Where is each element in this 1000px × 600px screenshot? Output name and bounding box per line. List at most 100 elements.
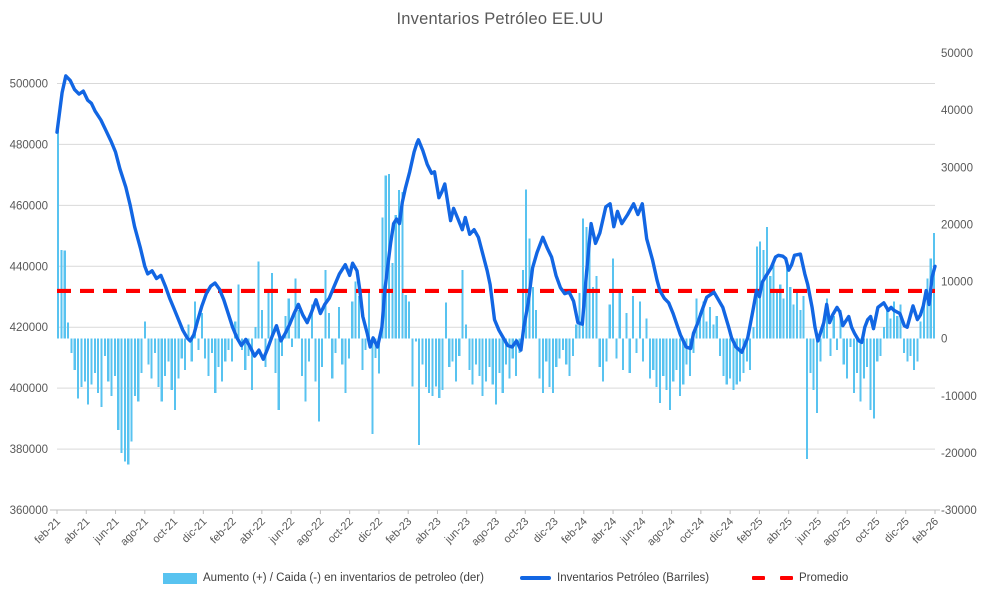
bar (304, 338, 307, 402)
x-axis-label: abr-25 (764, 516, 795, 547)
bar (274, 338, 277, 373)
x-axis-label: jun-23 (442, 516, 473, 547)
bar (444, 302, 447, 339)
bar (377, 338, 381, 374)
bar (805, 338, 809, 460)
bar (531, 287, 534, 339)
x-axis-label: ago-23 (469, 516, 502, 549)
bar (862, 338, 865, 379)
bar (357, 295, 361, 339)
bar (581, 218, 585, 339)
bar (876, 338, 879, 362)
bar (478, 338, 481, 376)
bar-series (57, 122, 936, 465)
x-axis-label: jun-25 (793, 516, 824, 547)
x-axis-label: dic-25 (882, 516, 912, 546)
bar (745, 338, 748, 362)
bar (127, 338, 130, 465)
bar (712, 324, 715, 339)
bar (471, 338, 474, 385)
left-axis-tick-label: 480000 (10, 139, 48, 151)
bar (919, 321, 922, 339)
bar (792, 304, 795, 339)
bar (922, 301, 926, 339)
bar (130, 338, 133, 442)
bar (815, 338, 819, 413)
bar (197, 338, 200, 351)
x-axis-label: dic-22 (355, 516, 385, 546)
bar (785, 264, 788, 339)
bar (87, 338, 90, 405)
bar (521, 270, 524, 339)
bar (461, 270, 464, 339)
bar (715, 315, 718, 339)
bar (799, 310, 802, 339)
bar (515, 338, 518, 376)
bar (866, 338, 869, 368)
bar (732, 338, 735, 391)
right-axis-tick-label: -30000 (941, 505, 977, 517)
bar (912, 338, 916, 371)
bar (284, 315, 287, 339)
dash-swatch-icon (780, 575, 793, 581)
bar (391, 263, 394, 339)
x-axis-label: feb-24 (559, 516, 590, 547)
bar (347, 338, 350, 359)
bar (668, 338, 671, 411)
bar (735, 338, 738, 385)
bar (113, 338, 116, 376)
bar (224, 338, 227, 362)
bar (601, 338, 605, 382)
bar (418, 338, 421, 445)
bar (662, 338, 665, 376)
bar (789, 287, 792, 339)
bar (177, 338, 180, 379)
bar (291, 338, 294, 348)
bar (826, 298, 829, 339)
bar (882, 327, 885, 339)
bar (846, 338, 849, 379)
left-axis-tick-label: 360000 (10, 505, 48, 517)
bar (775, 292, 778, 339)
legend: Aumento (+) / Caida (-) en inventarios d… (0, 568, 1000, 592)
bar (688, 338, 692, 376)
x-axis-label: ago-24 (645, 516, 678, 549)
bar (648, 338, 651, 379)
bar (250, 338, 254, 391)
bar (772, 261, 775, 339)
x-axis-label: dic-21 (180, 516, 210, 546)
bar (60, 250, 63, 339)
bar (207, 338, 210, 376)
legend-item-promedio: Promedio (752, 568, 848, 588)
bar (411, 338, 414, 387)
bar (505, 338, 508, 365)
x-axis-label: oct-25 (852, 516, 882, 546)
bar (341, 338, 344, 365)
bar (421, 338, 424, 365)
bar (254, 327, 257, 339)
bar (571, 338, 574, 356)
bar (351, 301, 354, 339)
x-axis-label: abr-24 (588, 516, 619, 547)
bar (70, 338, 73, 353)
bar (859, 338, 862, 402)
right-axis-tick-label: 50000 (941, 48, 973, 60)
x-axis-label: ago-25 (821, 516, 854, 549)
bar (842, 338, 845, 365)
bar (719, 338, 722, 356)
bar (752, 327, 755, 339)
bar (327, 312, 330, 339)
x-axis-label: oct-24 (677, 516, 707, 546)
bar (665, 338, 668, 391)
bar (588, 235, 591, 339)
bar (615, 338, 618, 359)
bar (227, 338, 230, 351)
x-axis-label: feb-23 (384, 516, 415, 547)
bar (331, 338, 334, 379)
x-axis-label: jun-21 (91, 516, 122, 547)
bar (511, 338, 514, 359)
bar (270, 272, 274, 339)
bar (481, 338, 484, 396)
bar (896, 315, 899, 339)
